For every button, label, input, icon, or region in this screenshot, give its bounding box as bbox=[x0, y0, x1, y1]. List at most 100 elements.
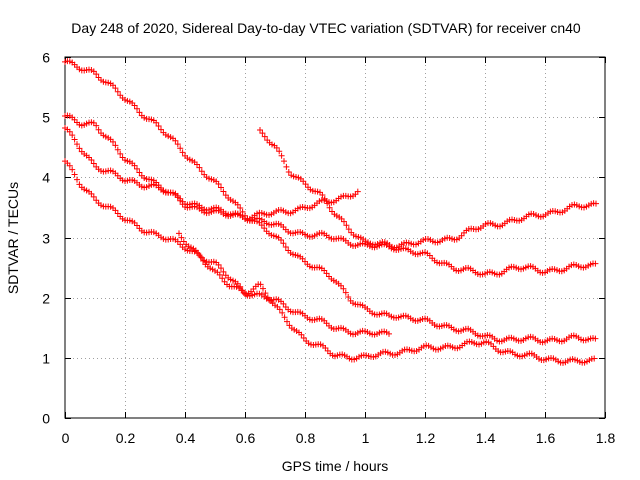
data-point bbox=[262, 290, 269, 297]
data-point bbox=[90, 160, 97, 167]
data-point bbox=[153, 119, 160, 126]
data-point bbox=[592, 260, 599, 267]
y-tick-label: 3 bbox=[42, 231, 50, 247]
data-point bbox=[386, 330, 392, 337]
x-tick-label: 0 bbox=[62, 430, 70, 446]
data-point bbox=[593, 200, 599, 207]
data-point bbox=[90, 193, 97, 200]
data-point bbox=[257, 281, 264, 288]
data-point bbox=[71, 136, 78, 143]
data-point bbox=[302, 181, 309, 188]
data-point bbox=[117, 150, 124, 157]
data-point bbox=[131, 162, 138, 169]
data-point bbox=[234, 201, 241, 208]
data-point bbox=[114, 210, 121, 217]
data-point bbox=[220, 188, 227, 195]
y-axis-label: SDTVAR / TECUs bbox=[5, 182, 21, 294]
data-point bbox=[258, 222, 265, 229]
data-point bbox=[176, 230, 182, 237]
data-point bbox=[136, 109, 143, 116]
data-point bbox=[216, 271, 223, 278]
data-point bbox=[278, 236, 284, 243]
y-tick-label: 6 bbox=[42, 50, 50, 66]
data-point bbox=[76, 145, 83, 152]
data-point bbox=[177, 145, 184, 152]
data-point bbox=[354, 188, 361, 195]
data-point bbox=[283, 163, 290, 170]
y-tick-label: 5 bbox=[42, 110, 50, 126]
x-tick-label: 0.2 bbox=[116, 430, 136, 446]
series-track-1 bbox=[62, 58, 599, 346]
data-point bbox=[298, 331, 305, 338]
data-point bbox=[261, 225, 268, 232]
data-point bbox=[155, 123, 162, 130]
data-point bbox=[321, 195, 328, 202]
data-point bbox=[200, 257, 206, 264]
data-point bbox=[345, 293, 352, 300]
data-point bbox=[69, 166, 76, 173]
data-point bbox=[112, 142, 119, 149]
data-point bbox=[218, 184, 224, 191]
data-point bbox=[261, 133, 268, 140]
data-point bbox=[326, 204, 333, 211]
data-point bbox=[279, 309, 286, 316]
data-point bbox=[342, 289, 349, 296]
data-point bbox=[88, 157, 95, 164]
data-point bbox=[280, 300, 287, 307]
data-point bbox=[93, 71, 100, 78]
data-point bbox=[112, 207, 119, 214]
x-tick-label: 1.6 bbox=[536, 430, 556, 446]
data-point bbox=[215, 180, 222, 187]
data-points bbox=[62, 58, 599, 366]
data-point bbox=[278, 152, 285, 159]
data-point bbox=[276, 148, 283, 155]
data-point bbox=[257, 126, 263, 133]
x-tick-label: 0.4 bbox=[176, 430, 196, 446]
tick-labels: 0 0.2 0.4 0.6 0.8 1 1.2 1.4 1.6 1.8 0 1 2 3 4 5 6 bbox=[42, 50, 615, 447]
axis-ticks bbox=[65, 57, 606, 419]
x-tick-label: 1.2 bbox=[416, 430, 436, 446]
data-point bbox=[66, 162, 73, 169]
series-track-3 bbox=[62, 125, 361, 223]
y-tick-label: 1 bbox=[42, 351, 50, 367]
x-tick-label: 1.4 bbox=[476, 430, 496, 446]
data-point bbox=[74, 176, 80, 183]
data-point bbox=[66, 128, 73, 135]
data-point bbox=[218, 265, 224, 272]
data-point bbox=[174, 141, 181, 148]
data-point bbox=[76, 181, 83, 188]
data-point bbox=[194, 161, 200, 168]
data-point bbox=[215, 261, 222, 268]
x-tick-label: 1 bbox=[362, 430, 370, 446]
data-point bbox=[282, 244, 289, 251]
data-point bbox=[300, 334, 307, 341]
data-point bbox=[220, 268, 227, 275]
data-point bbox=[172, 137, 179, 144]
x-axis-label: GPS time / hours bbox=[282, 458, 389, 474]
data-point bbox=[69, 132, 76, 139]
data-point bbox=[281, 314, 288, 321]
data-point bbox=[219, 275, 226, 282]
x-tick-label: 1.8 bbox=[596, 430, 616, 446]
data-point bbox=[592, 335, 599, 342]
data-point bbox=[74, 141, 80, 148]
data-point bbox=[95, 126, 102, 133]
data-point bbox=[273, 144, 280, 151]
data-point bbox=[134, 105, 140, 112]
series-track-6 bbox=[257, 126, 599, 251]
data-point bbox=[93, 122, 100, 129]
y-tick-label: 4 bbox=[42, 170, 50, 186]
data-point bbox=[276, 306, 283, 313]
data-point bbox=[345, 226, 352, 233]
series-track-4 bbox=[62, 158, 392, 338]
data-point bbox=[195, 250, 202, 257]
x-tick-label: 0.8 bbox=[296, 430, 316, 446]
data-point bbox=[340, 285, 347, 292]
data-point bbox=[134, 165, 140, 172]
data-point bbox=[179, 149, 186, 156]
data-point bbox=[114, 88, 121, 95]
data-point bbox=[158, 126, 164, 133]
data-point bbox=[196, 164, 203, 171]
x-tick-label: 0.6 bbox=[236, 430, 256, 446]
data-point bbox=[591, 355, 598, 362]
